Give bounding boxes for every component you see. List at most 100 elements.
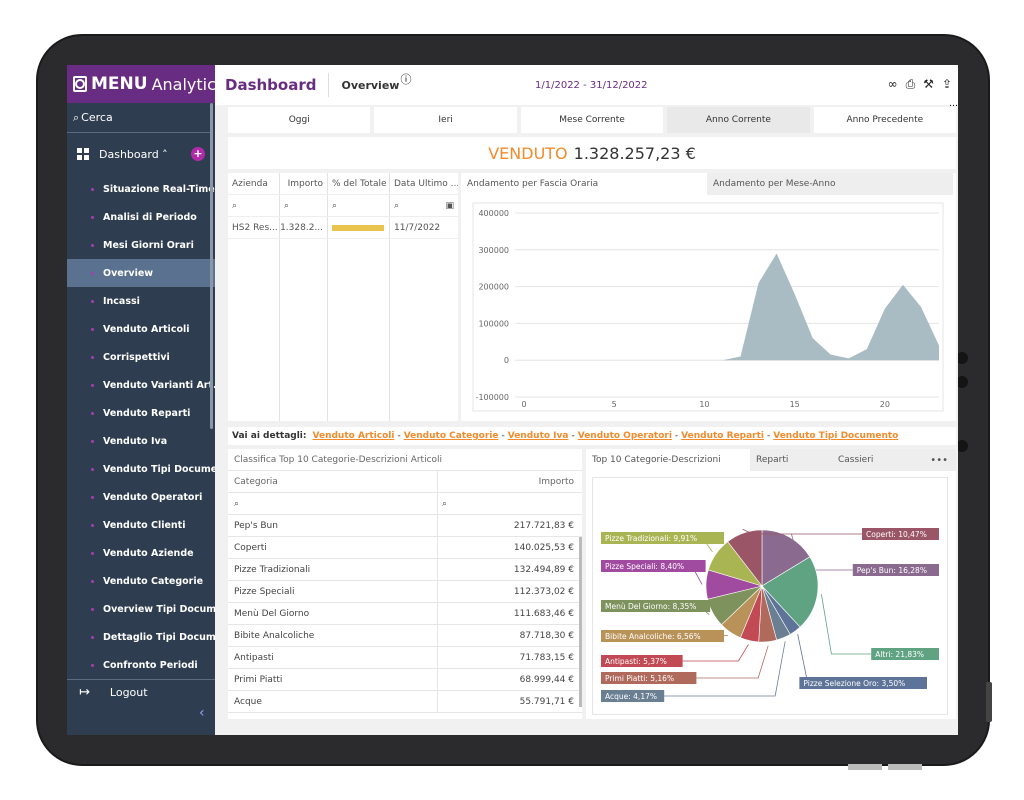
detail-link[interactable]: Venduto Reparti — [681, 431, 764, 441]
more-icon[interactable]: ••• — [914, 449, 956, 471]
sidebar-item-label: Confronto Periodi — [103, 659, 198, 671]
y-tick-label: 200000 — [478, 283, 509, 292]
col-divider — [327, 239, 328, 421]
period-button[interactable]: Oggi — [228, 107, 371, 133]
filter-search-icon[interactable]: ⌕ — [442, 498, 448, 509]
info-icon[interactable]: ⓘ — [400, 73, 412, 86]
detail-link[interactable]: Venduto Categorie — [403, 431, 499, 441]
table-row[interactable]: HS2 Res... 1.328.2... 11/7/2022 — [228, 217, 458, 239]
table-row[interactable]: Pizze Tradizionali 132.494,89 € — [228, 559, 582, 581]
period-button[interactable]: Anno Corrente — [667, 107, 810, 133]
col-header-importo[interactable]: Importo — [538, 476, 574, 487]
tab-reparti[interactable]: Reparti — [750, 449, 832, 471]
sidebar-item[interactable]: Venduto Articoli — [67, 315, 215, 343]
table-row[interactable]: Bibite Analcoliche 87.718,30 € — [228, 625, 582, 647]
slice-label-box — [799, 677, 927, 689]
sidebar-item[interactable]: Dettaglio Tipi Docum... — [67, 623, 215, 651]
detail-link[interactable]: Venduto Operatori — [577, 431, 672, 441]
tab-fascia-oraria[interactable]: Andamento per Fascia Oraria — [467, 179, 599, 189]
sidebar-item[interactable]: Venduto Iva — [67, 427, 215, 455]
menu-logo-icon — [73, 76, 87, 92]
pie-slice[interactable] — [761, 556, 819, 628]
cell-categoria: Pizze Speciali — [228, 581, 438, 602]
printer-icon[interactable]: ⎙ — [905, 77, 916, 91]
table-row[interactable]: Pizze Speciali 112.373,02 € — [228, 581, 582, 603]
sidebar-dashboard-group[interactable]: Dashboard ˄ + — [67, 133, 215, 175]
date-range[interactable]: 1/1/2022 - 31/12/2022 — [535, 79, 648, 91]
sidebar-item-label: Analisi di Periodo — [103, 211, 197, 223]
filter-search-icon[interactable]: ⌕ — [280, 195, 328, 216]
sidebar-item[interactable]: Confronto Periodi — [67, 651, 215, 679]
tab-top10[interactable]: Top 10 Categorie-Descrizioni — [586, 449, 750, 471]
filter-search-icon[interactable]: ⌕ — [228, 493, 438, 514]
sidebar-item[interactable]: Venduto Categorie — [67, 567, 215, 595]
table-row[interactable]: Coperti 140.025,53 € — [228, 537, 582, 559]
table-row[interactable]: Primi Piatti 68.999,44 € — [228, 669, 582, 691]
table-scrollbar[interactable] — [579, 537, 582, 707]
sidebar-search[interactable]: ⌕ Cerca — [67, 103, 211, 133]
sidebar-item[interactable]: Venduto Reparti — [67, 399, 215, 427]
logout-button[interactable]: ↦ Logout — [67, 679, 215, 705]
detail-link[interactable]: Venduto Articoli — [312, 431, 395, 441]
brand-logo[interactable]: MENU Analytics — [67, 65, 224, 103]
sidebar-item[interactable]: Venduto Tipi Documen... — [67, 455, 215, 483]
col-header-categoria[interactable]: Categoria — [228, 471, 438, 492]
slice-label: Pep's Bun: 16,28% — [857, 566, 927, 575]
tablet-side-key — [986, 682, 992, 722]
tab-overview[interactable]: Overview — [341, 78, 400, 92]
col-header[interactable]: % del Totale — [328, 173, 390, 194]
add-dashboard-icon[interactable]: + — [191, 147, 205, 161]
col-header[interactable]: Data Ultimo ... — [394, 178, 458, 189]
link-icon[interactable]: ∞ — [887, 77, 898, 91]
detail-link[interactable]: Venduto Tipi Documento — [773, 431, 899, 441]
tab-cassieri[interactable]: Cassieri — [832, 449, 914, 471]
tools-icon[interactable]: ⚒ — [923, 77, 934, 91]
slice-label: Acque: 4,17% — [605, 692, 657, 701]
table-row[interactable]: Menù Del Giorno 111.683,46 € — [228, 603, 582, 625]
col-header[interactable]: Azienda — [228, 173, 280, 194]
share-icon[interactable]: ⇪ — [941, 77, 952, 91]
tablet-button — [956, 376, 968, 388]
sidebar-item[interactable]: Venduto Clienti — [67, 511, 215, 539]
main-content: Dashboard Overview ⓘ 1/1/2022 - 31/12/20… — [215, 65, 958, 735]
slice-label-box — [601, 600, 711, 612]
col-divider — [279, 239, 280, 421]
sidebar-item[interactable]: Mesi Giorni Orari — [67, 231, 215, 259]
pie-slice[interactable] — [727, 529, 763, 587]
filter-search-icon[interactable]: ⌕ — [328, 195, 390, 216]
kpi-value: 1.328.257,23 € — [573, 143, 696, 163]
label-leader — [664, 641, 786, 697]
sidebar-item-label: Venduto Clienti — [103, 519, 186, 531]
label-leader — [742, 528, 862, 535]
table-row[interactable]: Antipasti 71.783,15 € — [228, 647, 582, 669]
period-button[interactable]: Anno Precedente — [813, 107, 957, 133]
period-button[interactable]: Mese Corrente — [520, 107, 664, 133]
filter-date[interactable]: ⌕ ▣ — [390, 195, 458, 216]
calendar-icon[interactable]: ▣ — [445, 200, 454, 211]
table-row[interactable]: Acque 55.791,71 € — [228, 691, 582, 713]
tab-mese-anno[interactable]: Andamento per Mese-Anno — [707, 173, 953, 195]
cell-categoria: Menù Del Giorno — [228, 603, 438, 624]
filter-search-icon: ⌕ — [394, 200, 400, 211]
pie-slice[interactable] — [761, 529, 811, 587]
sidebar-scrollbar[interactable] — [210, 103, 213, 429]
sidebar-item[interactable]: Incassi — [67, 287, 215, 315]
sidebar-item[interactable]: Venduto Varianti Art... — [67, 371, 215, 399]
page-title: Dashboard — [225, 76, 317, 94]
sidebar-item[interactable]: Venduto Operatori — [67, 483, 215, 511]
sidebar-item[interactable]: Venduto Aziende — [67, 539, 215, 567]
period-button[interactable]: Ieri — [374, 107, 517, 133]
search-icon: ⌕ — [73, 110, 80, 124]
col-header[interactable]: Importo — [280, 173, 328, 194]
collapse-sidebar-icon[interactable]: ‹ — [199, 705, 205, 721]
sidebar-item[interactable]: Analisi di Periodo — [67, 203, 215, 231]
sidebar-item[interactable]: Situazione Real-Time — [67, 175, 215, 203]
table-row[interactable]: Pep's Bun 217.721,83 € — [228, 515, 582, 537]
detail-link[interactable]: Venduto Iva — [507, 431, 569, 441]
sidebar-item[interactable]: Overview — [67, 259, 215, 287]
slice-label: Altri: 21,83% — [875, 650, 924, 659]
more-icon[interactable]: … — [949, 99, 958, 109]
filter-search-icon[interactable]: ⌕ — [228, 195, 280, 216]
sidebar-item[interactable]: Corrispettivi — [67, 343, 215, 371]
sidebar-item[interactable]: Overview Tipi Docume... — [67, 595, 215, 623]
